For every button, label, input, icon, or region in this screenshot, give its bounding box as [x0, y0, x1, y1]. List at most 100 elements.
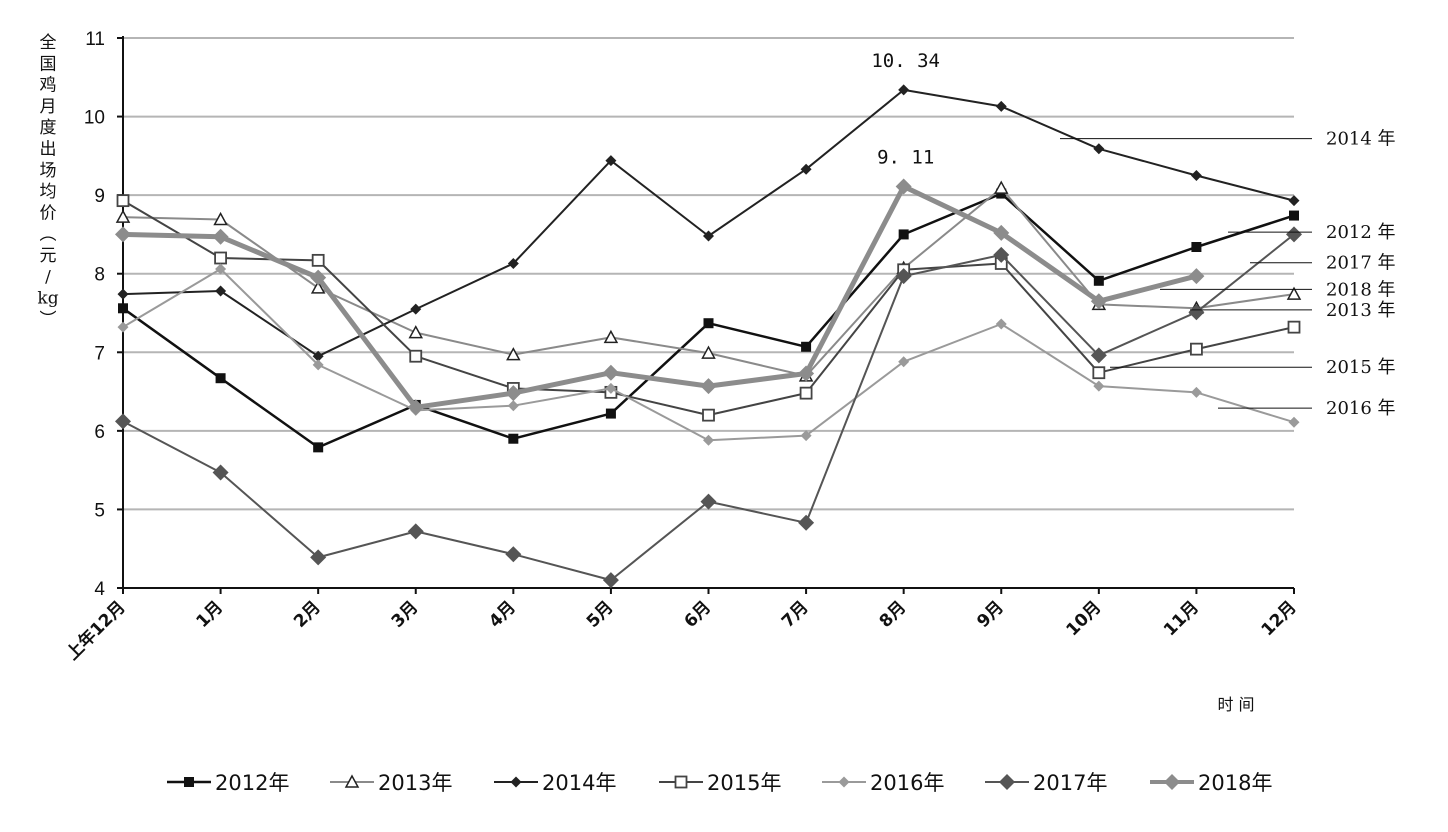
data-point — [505, 385, 522, 402]
data-point — [898, 356, 910, 368]
y-tick-label: 10 — [84, 108, 105, 129]
data-point — [800, 163, 812, 175]
data-point — [703, 434, 714, 446]
data-point — [898, 229, 909, 240]
data-point — [1188, 268, 1205, 285]
data-point — [408, 325, 424, 339]
data-point — [215, 373, 226, 384]
x-tick-label: 9月 — [973, 597, 1008, 632]
legend-item-2013: 2013年 — [330, 771, 452, 795]
data-point — [118, 303, 128, 314]
data-point — [898, 84, 910, 96]
y-axis-label-char: / — [45, 267, 51, 287]
data-point — [215, 285, 227, 297]
data-point — [115, 209, 131, 223]
y-axis-label-char: 月 — [40, 97, 57, 117]
series-end-label: 2017 年 — [1326, 253, 1396, 274]
data-point — [506, 347, 521, 361]
data-point — [117, 321, 129, 333]
data-point — [507, 258, 519, 269]
series-end-label: 2014 年 — [1326, 129, 1396, 150]
data-point — [1286, 286, 1302, 300]
y-axis-label-char: ︶ — [40, 310, 57, 330]
x-tick-label: 上年12月 — [62, 597, 130, 665]
legend-label: 2017年 — [1033, 771, 1107, 795]
data-point — [505, 546, 522, 563]
data-point — [1188, 304, 1205, 321]
data-point — [895, 268, 912, 285]
data-point — [995, 100, 1007, 112]
data-point — [313, 442, 324, 453]
data-point — [1289, 210, 1299, 221]
y-tick-labels: 4 5 6 7 8 9 10 11 — [84, 29, 123, 600]
data-point — [116, 194, 130, 208]
x-tick-label: 4月 — [485, 597, 520, 632]
data-point — [702, 408, 715, 422]
data-point — [703, 318, 714, 329]
data-point — [605, 408, 616, 419]
data-point — [409, 349, 423, 363]
data-point — [214, 251, 227, 265]
data-point — [1287, 320, 1301, 334]
y-axis-label-char: kg — [37, 289, 58, 309]
series-2018 — [115, 178, 1205, 416]
data-point — [212, 228, 229, 245]
data-point — [993, 224, 1010, 241]
legend-item-2016: 2016年 — [822, 771, 944, 795]
data-point — [800, 430, 812, 442]
x-tick-label: 5月 — [583, 597, 618, 632]
data-point — [605, 382, 617, 394]
y-axis-label-char: 均 — [40, 182, 57, 202]
x-tick-label: 6月 — [680, 597, 715, 632]
data-point — [895, 178, 912, 195]
legend-marker — [510, 776, 522, 788]
data-point — [312, 350, 324, 362]
y-tick-label: 8 — [94, 265, 105, 286]
data-point — [115, 413, 131, 430]
data-point — [215, 263, 227, 275]
series-end-label: 2015 年 — [1326, 357, 1396, 378]
x-tick-label: 11月 — [1160, 597, 1203, 640]
legend-label: 2018年 — [1198, 771, 1272, 795]
legend-marker — [344, 774, 360, 788]
x-tick-label: 8月 — [876, 597, 911, 632]
data-point — [1191, 242, 1202, 252]
legend-item-2014: 2014年 — [494, 771, 616, 795]
y-axis-label-char: 鸡 — [40, 76, 57, 96]
legend-marker — [1164, 774, 1180, 790]
series-2014 — [117, 84, 1300, 362]
annotations: 10. 34 9. 11 — [871, 50, 940, 169]
y-axis-label-char: ︵ — [40, 225, 57, 245]
y-tick-label: 6 — [94, 422, 105, 443]
data-point — [1288, 195, 1300, 207]
y-tick-label: 9 — [94, 186, 105, 207]
data-point — [310, 280, 326, 294]
x-tick-label: 10月 — [1062, 597, 1105, 640]
data-point — [1286, 226, 1302, 243]
x-axis-label: 时 间 — [1217, 695, 1254, 714]
data-point — [310, 269, 327, 286]
data-point — [1093, 143, 1105, 155]
series-end-label: 2013 年 — [1326, 300, 1396, 321]
data-point — [700, 378, 717, 395]
legend-marker — [184, 777, 194, 787]
x-tick-labels: 上年12月 1月 2月 3月 4月 5月 6月 7月 8月 9月 10月 11月 12月 — [62, 588, 1301, 664]
data-point — [1190, 342, 1203, 356]
data-point — [117, 288, 129, 300]
series-end-label: 2018 年 — [1326, 279, 1396, 300]
series-end-label: 2016 年 — [1326, 398, 1396, 419]
x-tick-label: 7月 — [778, 597, 813, 632]
series-end-label: 2012 年 — [1326, 222, 1396, 243]
data-point — [602, 572, 619, 589]
data-point — [410, 303, 422, 315]
data-point — [212, 464, 229, 481]
y-axis-label-char: 元 — [40, 246, 57, 266]
data-point — [1093, 275, 1104, 286]
data-point — [1288, 416, 1300, 428]
data-point — [701, 345, 716, 359]
data-point — [312, 359, 324, 371]
series-2017 — [115, 226, 1302, 589]
data-point — [311, 253, 325, 267]
